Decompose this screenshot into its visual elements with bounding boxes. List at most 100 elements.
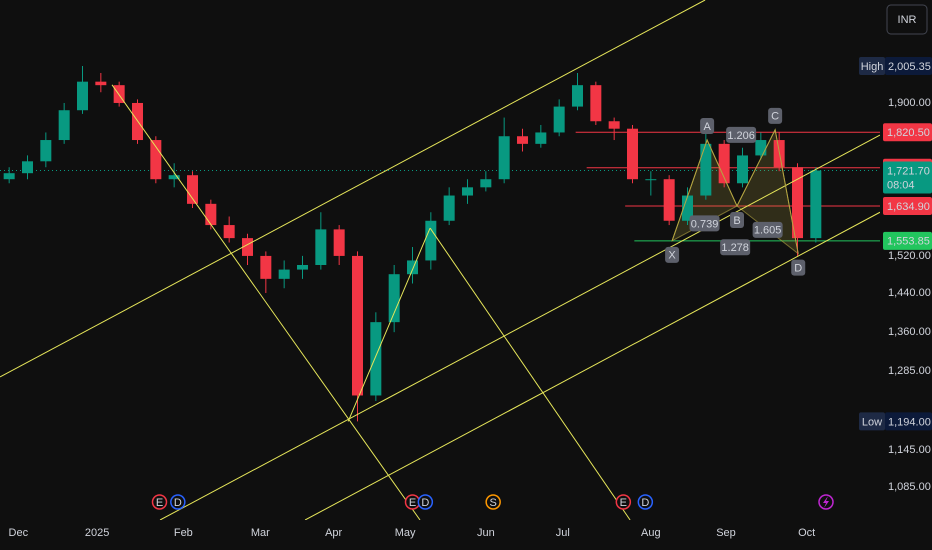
ratio-label: 1.206: [727, 130, 755, 142]
y-tick-label: 1,520.00: [888, 250, 931, 262]
candle-body: [498, 136, 510, 180]
x-tick-label: 2025: [85, 527, 109, 539]
x-tick-label: Feb: [174, 527, 193, 539]
pattern-point-label: A: [703, 121, 711, 133]
y-tick-label: 1,440.00: [888, 287, 931, 299]
plot-area: [0, 0, 880, 520]
extreme-name-tag: [859, 56, 885, 75]
candle-body: [553, 106, 565, 133]
event-marker: [615, 494, 632, 510]
event-marker: [417, 494, 434, 510]
candle-body: [278, 269, 290, 279]
price-tag-label: 1,820.50: [887, 127, 930, 139]
candle-body: [590, 85, 602, 122]
extreme-value-tag: [885, 56, 932, 75]
event-marker: [485, 494, 501, 510]
ratio-label: 1.605: [754, 225, 782, 237]
candle-body: [77, 81, 88, 111]
candle-body: [388, 274, 400, 323]
x-tick-label: Mar: [251, 527, 270, 539]
candle-body: [425, 220, 437, 261]
candle-body: [297, 265, 308, 270]
candle-body: [40, 140, 52, 162]
candle-body: [755, 140, 767, 156]
price-tag-label: 1,553.85: [887, 236, 930, 248]
event-label: E: [620, 497, 627, 509]
candle-body: [572, 85, 583, 107]
event-label: E: [156, 497, 163, 509]
extreme-name: Low: [862, 416, 882, 428]
candle-body: [3, 173, 15, 180]
candle-body: [627, 128, 638, 180]
trendline: [0, 0, 706, 378]
ratio-badge: [726, 126, 757, 143]
candle-body: [682, 195, 693, 221]
candle-body: [535, 132, 547, 144]
extreme-value: 1,194.00: [888, 416, 931, 428]
candle-body: [352, 255, 363, 396]
ratio-badge: [689, 215, 720, 232]
candle-body: [315, 229, 327, 266]
extreme-value: 2,005.35: [888, 61, 931, 73]
trendline: [429, 227, 631, 520]
candle-body: [58, 110, 70, 141]
candle-body: [333, 229, 345, 256]
candle-body: [517, 136, 528, 144]
price-axis-panel: [880, 0, 932, 550]
y-tick-label: 1,900.00: [888, 97, 931, 109]
pattern-point-badge: [768, 107, 783, 124]
candle-body: [370, 322, 382, 396]
candle-body: [718, 143, 730, 184]
pattern-point-badge: [730, 211, 744, 228]
candle-body: [242, 238, 253, 256]
event-label: E: [409, 497, 416, 509]
candle-body: [608, 121, 620, 129]
x-tick-label: Aug: [641, 527, 661, 539]
event-marker: [170, 494, 186, 510]
pattern-point-badge: [700, 118, 715, 135]
candle-body: [700, 143, 712, 196]
y-tick-label: 1,285.00: [888, 365, 931, 377]
event-label: S: [489, 497, 496, 509]
ratio-label: 0.739: [691, 218, 719, 230]
event-label: D: [421, 497, 429, 509]
price-tag: [883, 231, 932, 250]
candle-body: [810, 170, 822, 239]
candle-body: [187, 175, 198, 204]
candle-body: [95, 81, 107, 86]
extreme-value-tag: [885, 412, 932, 431]
countdown-label: 08:04: [887, 179, 915, 191]
candle-body: [260, 255, 272, 279]
x-tick-label: Sep: [716, 527, 736, 539]
pattern-point-label: X: [668, 250, 676, 262]
pattern-point-badge: [665, 246, 680, 263]
candle-body: [205, 203, 217, 226]
pattern-point-badge: [791, 259, 806, 276]
event-marker: [637, 494, 654, 510]
price-tag: [883, 123, 932, 142]
candle-body: [737, 155, 748, 184]
candle-body: [223, 225, 235, 239]
pattern-point-label: B: [733, 215, 740, 227]
ratio-badge: [720, 239, 751, 256]
candle-body: [663, 179, 675, 221]
pattern-legs: [671, 128, 799, 254]
ratio-badge: [752, 221, 783, 238]
price-tag: [883, 196, 932, 215]
extreme-name-tag: [859, 412, 885, 431]
candle-body: [645, 179, 657, 181]
extreme-name: High: [861, 61, 884, 73]
x-tick-label: Apr: [325, 527, 342, 539]
event-marker: [151, 494, 168, 510]
last-price-label: 1,721.70: [887, 165, 930, 177]
currency-button[interactable]: [886, 4, 928, 35]
currency-label: INR: [898, 14, 917, 26]
trendline: [347, 227, 431, 422]
candle-body: [168, 175, 180, 180]
x-tick-label: Jun: [477, 527, 495, 539]
candle-body: [407, 260, 418, 275]
x-tick-label: Oct: [798, 527, 815, 539]
lightning-icon: [823, 496, 829, 508]
